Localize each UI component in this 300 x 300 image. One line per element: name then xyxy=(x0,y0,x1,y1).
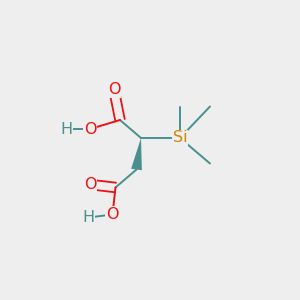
Text: O: O xyxy=(84,177,96,192)
Polygon shape xyxy=(131,138,142,170)
Text: O: O xyxy=(108,82,120,98)
Text: Si: Si xyxy=(173,130,187,146)
Text: H: H xyxy=(60,122,72,136)
Text: O: O xyxy=(106,207,119,222)
Text: H: H xyxy=(82,210,94,225)
Text: O: O xyxy=(84,122,96,136)
